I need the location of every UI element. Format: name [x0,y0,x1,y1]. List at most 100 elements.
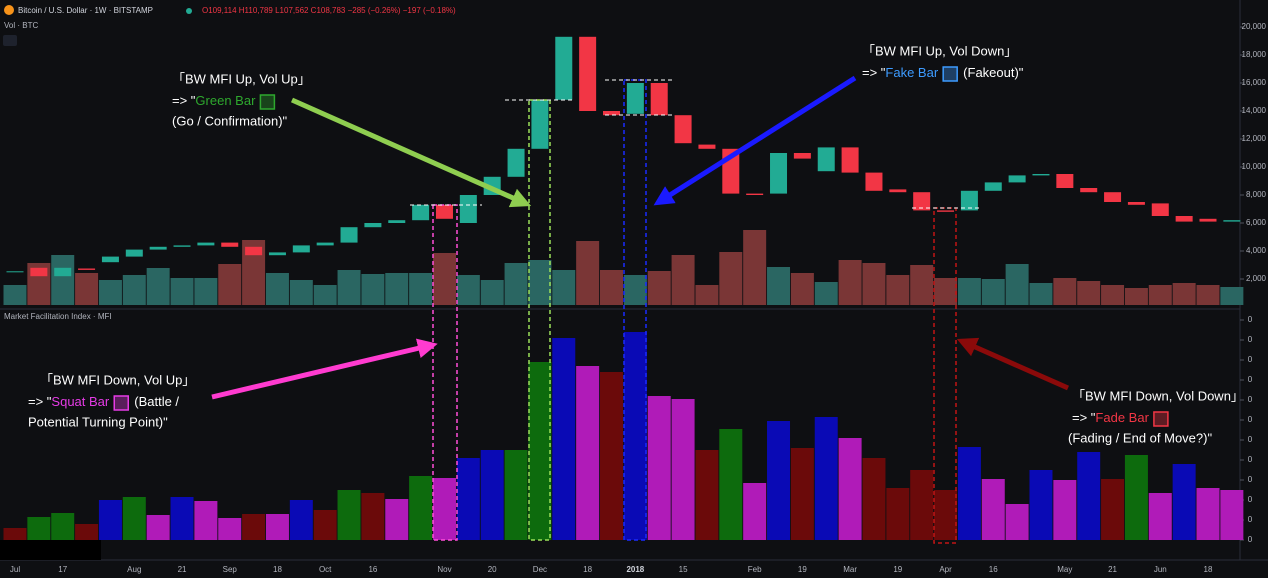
y-tick-label: 8,000 [1246,190,1267,199]
y-tick-label: 6,000 [1246,218,1267,227]
candle-body [746,193,764,195]
candle-body [698,144,716,149]
annotation-prefix: => " [28,394,52,409]
bar-icon [1153,411,1169,427]
candle-body [149,246,167,250]
volume-bar [3,285,27,305]
mfi-label: Market Facilitation Index · MFI [4,312,112,321]
annotation-line: => "Fade Bar [1072,410,1150,425]
bar-icon [113,395,129,411]
candle-body [1151,203,1169,216]
candle-body [889,189,907,193]
volume-bar [957,278,981,305]
candle-body [1056,174,1074,188]
fade-highlight-box [933,207,957,544]
mfi-bar [337,490,361,540]
mfi-bar [838,438,862,540]
volume-bar [981,279,1005,305]
volume-label: Vol · BTC [4,21,38,30]
y-tick-label: 2,000 [1246,274,1267,283]
collapse-button[interactable] [3,35,17,46]
mfi-bar [576,366,600,540]
volume-bar [456,275,480,305]
volume-bar [862,263,886,305]
volume-bar [528,260,552,305]
annotation-rest: Potential Turning Point)" [28,414,168,429]
annotation-label: Squat Bar [51,394,109,409]
annotation-line: => "Green Bar [172,93,256,108]
y-tick-label: 18,000 [1242,50,1267,59]
mfi-bar [361,493,385,540]
candle-body [937,210,955,212]
volume-bar [242,240,266,305]
annotation-line: => "Fake Bar (Fakeout)" [862,65,1024,80]
arrow [290,97,532,208]
y-tick-label: 12,000 [1242,134,1267,143]
mfi-bar [385,499,409,540]
volume-bar [1220,287,1244,305]
mfi-bar [313,510,337,540]
annotation-suffix: (Battle / [134,394,179,409]
candle-body [340,227,358,243]
x-tick-label: 20 [488,565,497,574]
mfi-bar [647,396,671,540]
y-tick-label: 0 [1248,375,1253,384]
candle-body [1008,175,1026,183]
candle-body [435,204,453,219]
x-tick-label: 16 [989,565,998,574]
y-tick-label: 0 [1248,335,1253,344]
mfi-bar [1172,464,1196,540]
x-tick-label: Sep [223,565,238,574]
y-tick-label: 0 [1248,455,1253,464]
mfi-bar [75,524,99,540]
annotation-heading: 「BW MFI Down, Vol Up」 [40,372,195,387]
candle-body [1175,216,1193,222]
annotation-overlay: 「BW MFI Up, Vol Up」=> "Green Bar(Go / Co… [28,43,1244,544]
y-tick-label: 0 [1248,415,1253,424]
x-tick-label: May [1057,565,1072,574]
x-tick-label: 21 [1108,565,1117,574]
mfi-bar [1124,455,1148,540]
mfi-bar [218,518,242,540]
mfi-bar [671,399,695,540]
volume-bar [647,271,671,305]
mfi-bar [3,528,27,540]
volume-bar [194,278,218,305]
symbol-title: Bitcoin / U.S. Dollar · 1W · BITSTAMP [18,6,153,15]
annotation-rest: (Go / Confirmation)" [172,113,288,128]
annotation-label: Fake Bar [885,65,938,80]
mfi-bar [98,500,122,540]
candle-body [579,36,597,111]
candle-body [292,245,310,253]
candle-body [531,99,549,149]
mfi-bar [27,517,51,540]
x-tick-label: 18 [273,565,282,574]
volume-bar [385,273,409,305]
volume-bar [504,263,528,305]
x-tick-label: Jul [10,565,20,574]
mfi-bar [862,458,886,540]
mfi-bar [743,483,767,540]
mfi-bar [432,478,456,540]
volume-bar [1148,285,1172,305]
volume-bar [767,267,791,305]
mfi-bar [934,490,958,540]
marks: 2,000 4,000 6,000 8,000 10,000 12,000 14,000 16… [3,22,1267,574]
x-tick-label: Aug [127,565,141,574]
mfi-bar [910,470,934,540]
volume-bar [719,252,743,305]
mfi-bar [1148,493,1172,540]
mfi-bar [456,458,480,540]
candle-body [364,223,382,228]
annotation-label: Green Bar [195,93,256,108]
mfi-bar [719,429,743,540]
x-tick-label: 19 [893,565,902,574]
candle-body [78,268,96,270]
y-tick-label: 0 [1248,495,1253,504]
annotation-suffix: (Fakeout)" [963,65,1024,80]
mfi-bar [886,488,910,540]
x-tick-label: 2018 [626,565,644,574]
volume-bar [265,273,289,305]
candle-body [555,36,573,100]
